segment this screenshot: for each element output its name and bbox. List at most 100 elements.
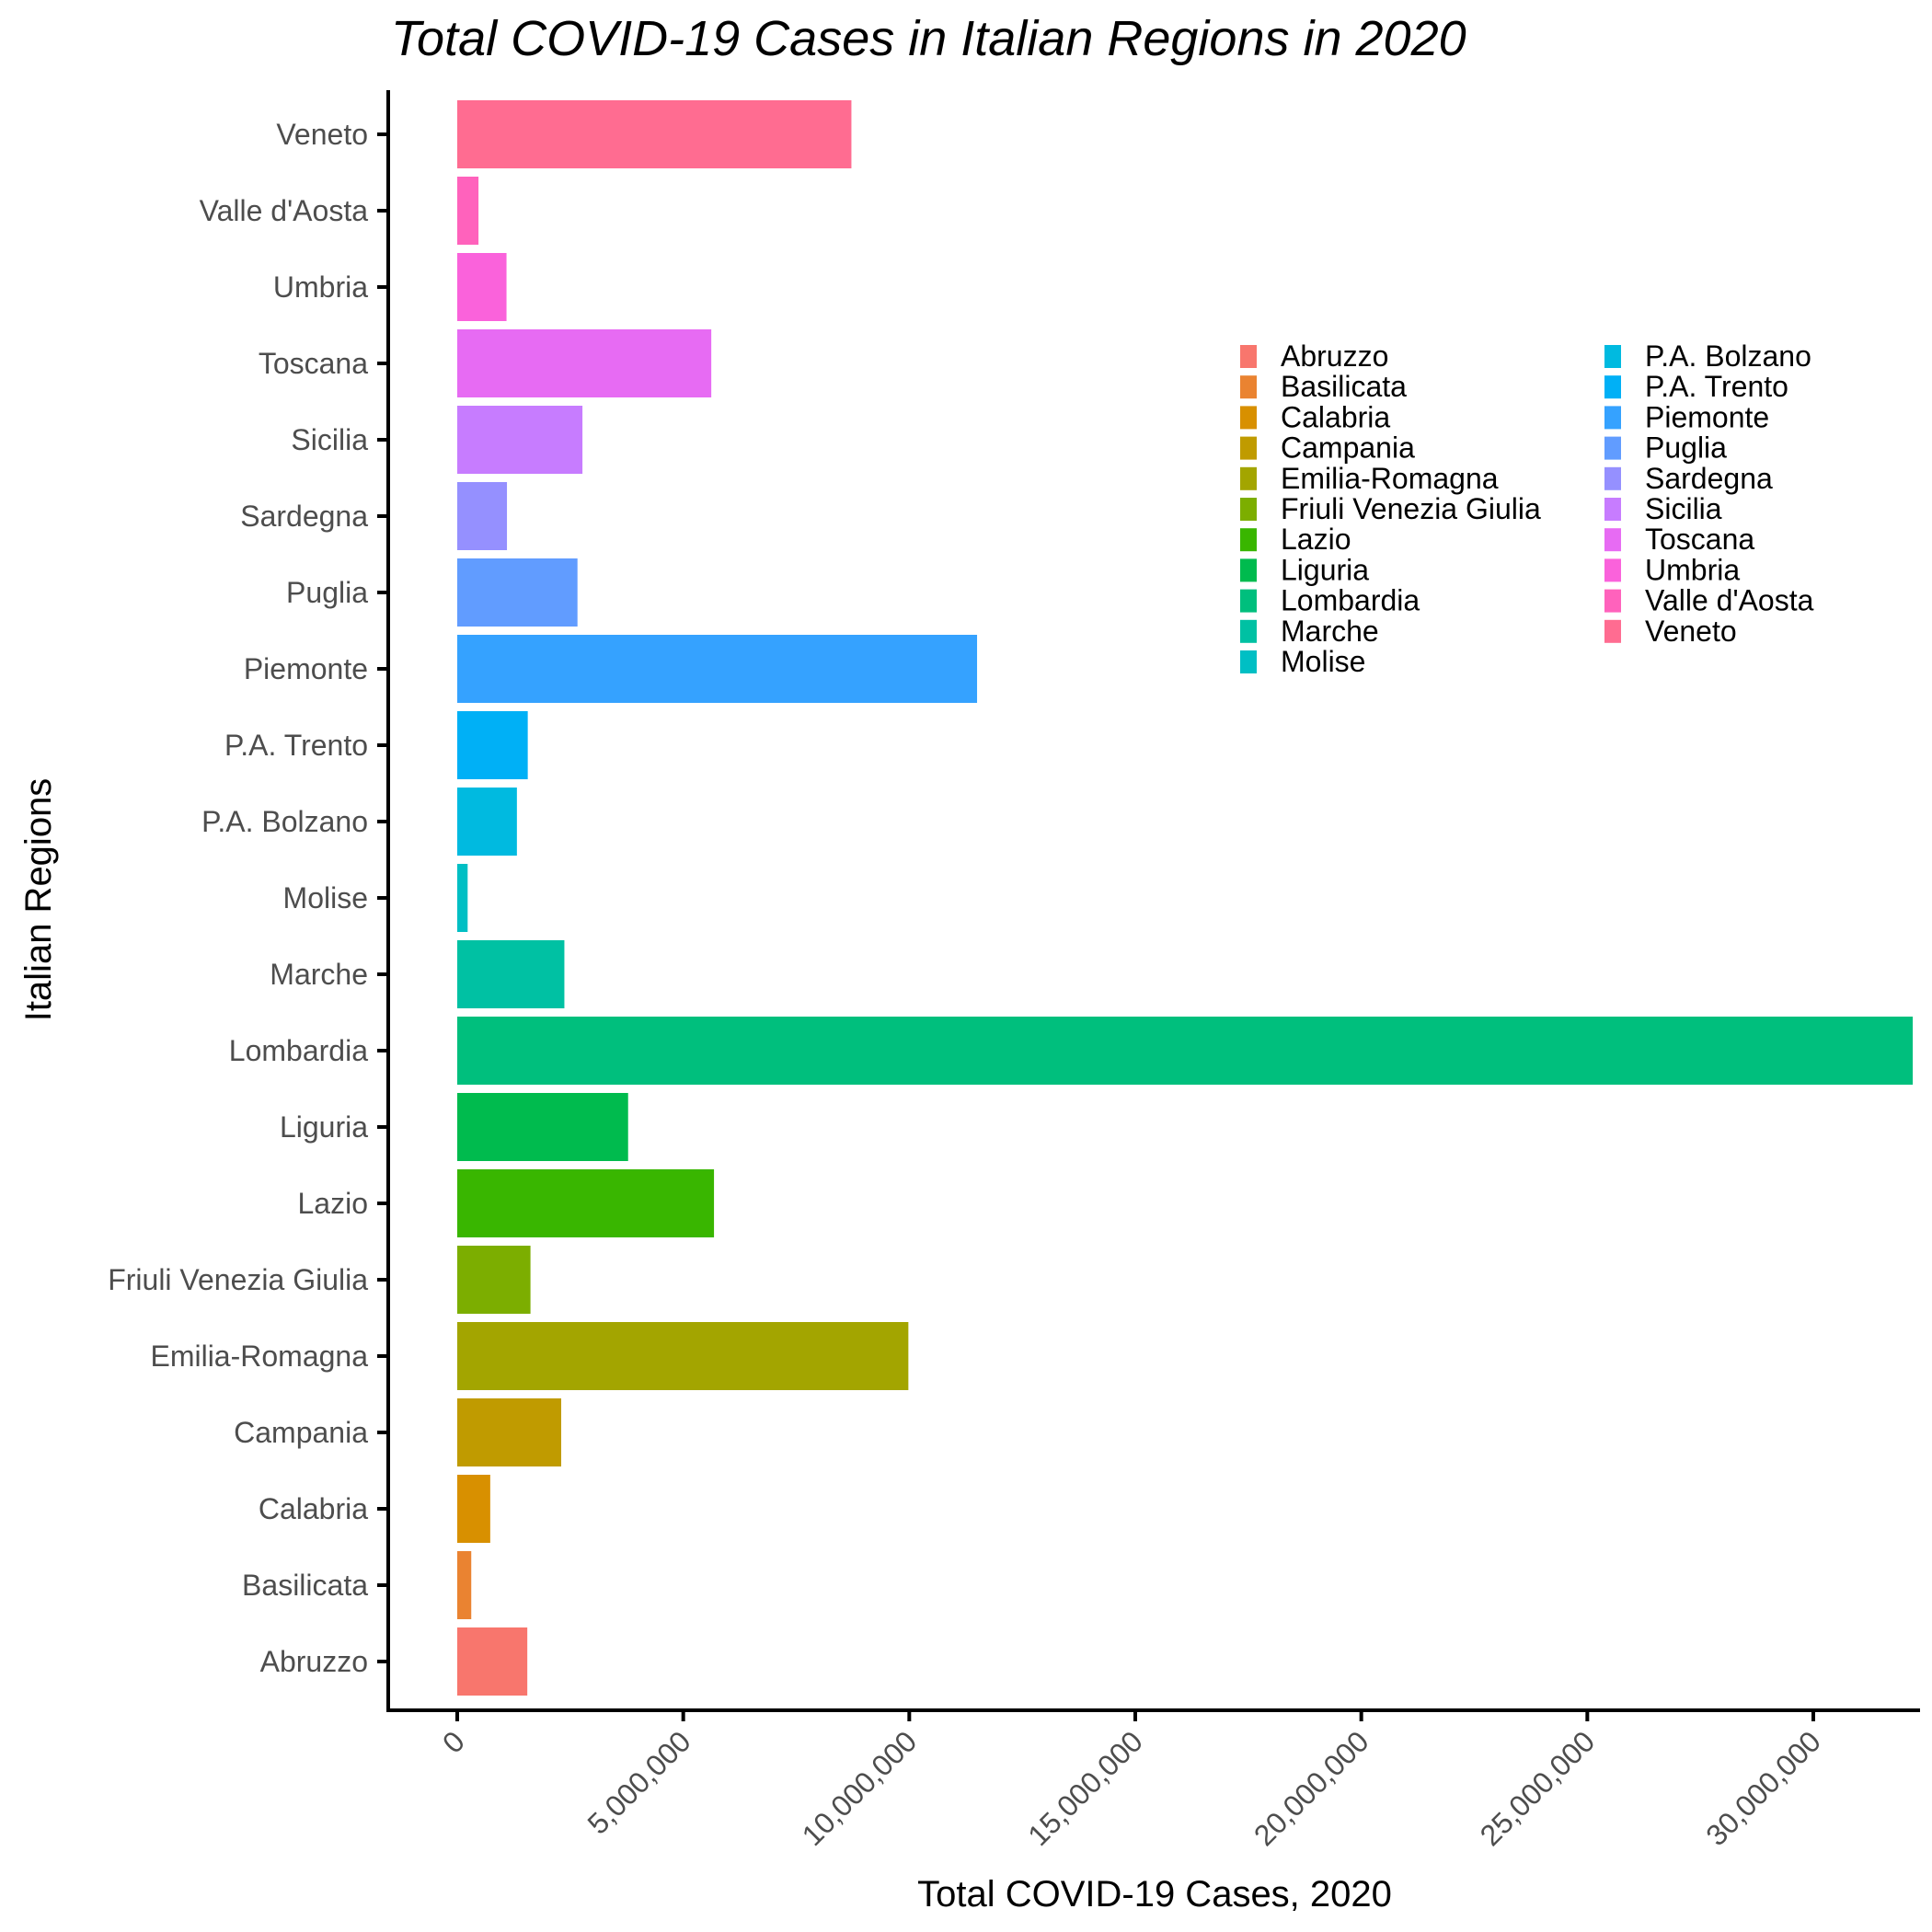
y-tick-label: Lazio xyxy=(298,1187,369,1220)
bar-lazio xyxy=(457,1169,715,1237)
x-tick-label: 25,000,000 xyxy=(1474,1724,1602,1852)
y-tick-label: Piemonte xyxy=(244,652,368,685)
legend-key xyxy=(1604,466,1621,490)
legend-key xyxy=(1240,436,1257,460)
legend-key xyxy=(1240,528,1257,552)
x-tick-label: 5,000,000 xyxy=(581,1724,696,1840)
y-tick-label: Basilicata xyxy=(242,1569,368,1602)
bar-umbria xyxy=(457,253,507,321)
legend-key xyxy=(1240,498,1257,521)
legend-key xyxy=(1604,406,1621,430)
bar-veneto xyxy=(457,100,852,168)
bar-liguria xyxy=(457,1093,628,1161)
legend-label: P.A. Bolzano xyxy=(1645,339,1811,373)
legend-label: Sardegna xyxy=(1645,462,1773,495)
bar-p-a-trento xyxy=(457,711,528,779)
x-tick-label: 30,000,000 xyxy=(1699,1724,1827,1852)
y-axis-ticks: Abruzzo Basilicata Calabria Campania Emilia-… xyxy=(108,118,388,1678)
legend-key xyxy=(1604,558,1621,582)
x-tick-label: 15,000,000 xyxy=(1021,1724,1149,1852)
legend-label: Friuli Venezia Giulia xyxy=(1281,492,1541,525)
legend-label: Marche xyxy=(1281,615,1379,648)
legend-label: Sicilia xyxy=(1645,492,1722,525)
legend-key xyxy=(1604,619,1621,643)
legend-key xyxy=(1604,589,1621,613)
legend-label: Abruzzo xyxy=(1281,339,1388,373)
legend-key xyxy=(1604,345,1621,368)
legend-key xyxy=(1240,589,1257,613)
x-tick-label: 0 xyxy=(436,1724,471,1759)
y-tick-label: Veneto xyxy=(276,118,368,151)
legend-label: Veneto xyxy=(1645,615,1737,648)
legend-key xyxy=(1604,498,1621,521)
y-tick-label: P.A. Trento xyxy=(224,729,368,762)
y-tick-label: Friuli Venezia Giulia xyxy=(108,1263,368,1296)
bar-p-a-bolzano xyxy=(457,788,517,856)
legend: AbruzzoBasilicataCalabriaCampaniaEmilia-… xyxy=(1240,339,1814,678)
y-tick-label: Umbria xyxy=(273,270,368,304)
legend-label: Lazio xyxy=(1281,523,1351,556)
x-tick-label: 20,000,000 xyxy=(1248,1724,1375,1852)
y-tick-label: Sicilia xyxy=(291,423,368,456)
legend-key xyxy=(1604,528,1621,552)
bar-basilicata xyxy=(457,1551,472,1619)
bar-toscana xyxy=(457,329,712,397)
y-tick-label: Lombardia xyxy=(229,1034,368,1067)
legend-label: Puglia xyxy=(1645,431,1727,465)
legend-key xyxy=(1604,375,1621,399)
legend-key xyxy=(1240,345,1257,368)
y-axis-title: Italian Regions xyxy=(18,778,59,1022)
legend-key xyxy=(1240,619,1257,643)
legend-key xyxy=(1240,466,1257,490)
y-tick-label: P.A. Bolzano xyxy=(201,805,368,838)
legend-key xyxy=(1604,436,1621,460)
y-tick-label: Calabria xyxy=(259,1492,368,1525)
y-tick-label: Valle d'Aosta xyxy=(200,194,369,227)
bar-piemonte xyxy=(457,635,978,703)
legend-key xyxy=(1240,650,1257,673)
x-axis-title: Total COVID-19 Cases, 2020 xyxy=(917,1874,1392,1915)
bar-lombardia xyxy=(457,1017,1914,1085)
legend-label: Lombardia xyxy=(1281,584,1420,617)
legend-key xyxy=(1240,406,1257,430)
legend-label: Valle d'Aosta xyxy=(1645,584,1814,617)
legend-label: Umbria xyxy=(1645,553,1740,586)
y-tick-label: Puglia xyxy=(286,576,368,609)
x-axis-ticks: 0 5,000,000 10,000,000 15,000,000 20,000,000… xyxy=(436,1710,1827,1852)
bars-group xyxy=(457,100,1914,1696)
bar-sardegna xyxy=(457,482,508,550)
bar-puglia xyxy=(457,558,578,627)
legend-label: Molise xyxy=(1281,645,1365,678)
bar-emilia-romagna xyxy=(457,1322,909,1390)
bar-calabria xyxy=(457,1475,490,1543)
bar-campania xyxy=(457,1398,562,1466)
bar-friuli-venezia-giulia xyxy=(457,1246,531,1314)
y-tick-label: Abruzzo xyxy=(260,1645,368,1678)
y-tick-label: Liguria xyxy=(280,1110,368,1144)
legend-key xyxy=(1240,375,1257,399)
legend-label: Calabria xyxy=(1281,400,1390,433)
bar-molise xyxy=(457,864,468,932)
legend-label: Emilia-Romagna xyxy=(1281,462,1499,495)
bar-marche xyxy=(457,940,565,1008)
legend-key xyxy=(1240,558,1257,582)
chart-title: Total COVID-19 Cases in Italian Regions … xyxy=(391,11,1466,66)
legend-label: P.A. Trento xyxy=(1645,370,1788,403)
legend-label: Toscana xyxy=(1645,523,1754,556)
legend-label: Liguria xyxy=(1281,553,1369,586)
y-tick-label: Campania xyxy=(234,1416,368,1449)
y-tick-label: Sardegna xyxy=(240,500,368,533)
y-tick-label: Emilia-Romagna xyxy=(150,1340,368,1373)
y-tick-label: Toscana xyxy=(259,347,368,380)
legend-label: Campania xyxy=(1281,431,1415,465)
y-tick-label: Molise xyxy=(283,881,368,914)
x-tick-label: 10,000,000 xyxy=(796,1724,924,1852)
y-tick-label: Marche xyxy=(270,958,368,991)
legend-label: Piemonte xyxy=(1645,400,1769,433)
bar-valle-d-aosta xyxy=(457,177,479,245)
bar-abruzzo xyxy=(457,1627,528,1696)
bar-sicilia xyxy=(457,406,583,474)
legend-label: Basilicata xyxy=(1281,370,1407,403)
